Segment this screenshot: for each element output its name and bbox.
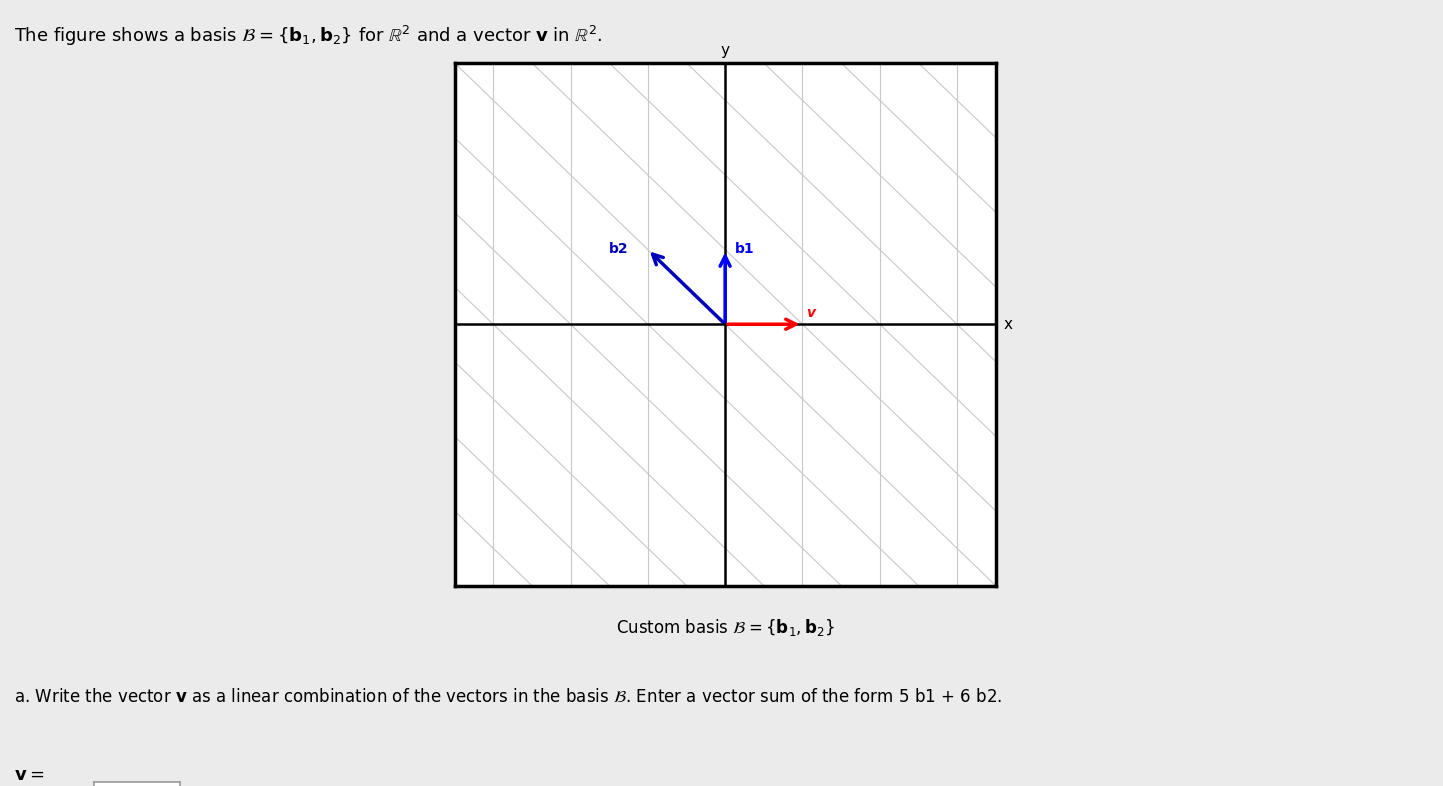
Text: v: v <box>807 306 815 320</box>
Text: The figure shows a basis $\mathcal{B} = \{\mathbf{b}_1, \mathbf{b}_2\}$ for $\ma: The figure shows a basis $\mathcal{B} = … <box>14 24 603 48</box>
Text: x: x <box>1004 317 1013 332</box>
Text: b1: b1 <box>734 242 755 256</box>
Text: $\mathbf{v} =$: $\mathbf{v} =$ <box>14 766 45 784</box>
Text: Custom basis $\mathcal{B} = \{\mathbf{b}_1, \mathbf{b}_2\}$: Custom basis $\mathcal{B} = \{\mathbf{b}… <box>616 617 834 638</box>
Text: y: y <box>720 42 730 57</box>
Text: b2: b2 <box>609 242 629 256</box>
Text: a. Write the vector $\mathbf{v}$ as a linear combination of the vectors in the b: a. Write the vector $\mathbf{v}$ as a li… <box>14 688 1003 706</box>
